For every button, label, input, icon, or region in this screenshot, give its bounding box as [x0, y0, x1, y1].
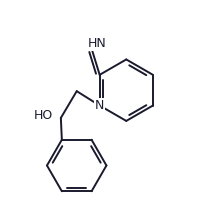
- Text: HO: HO: [33, 109, 52, 123]
- Text: HN: HN: [87, 37, 106, 50]
- Text: N: N: [95, 99, 104, 112]
